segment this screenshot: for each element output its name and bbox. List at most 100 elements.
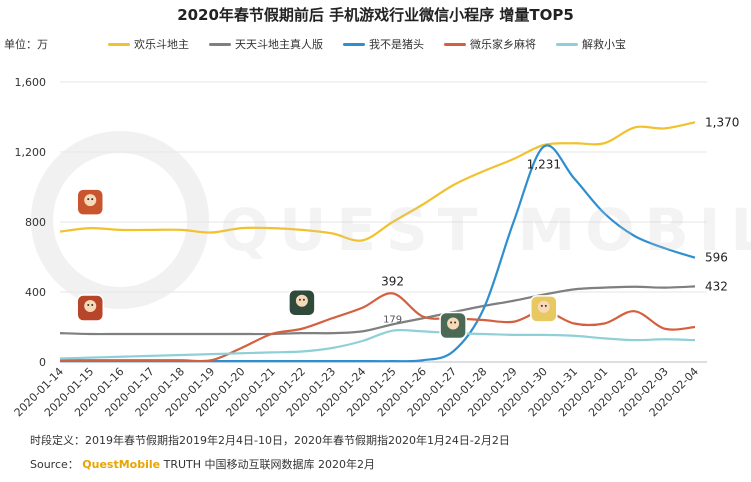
- legend-item: 我不是猪头: [343, 36, 424, 52]
- legend-label: 微乐家乡麻将: [470, 38, 536, 51]
- data-point: [331, 317, 333, 319]
- weile-majiang-icon-eye: [298, 298, 301, 301]
- legend-swatch: [444, 42, 466, 46]
- legend-item: 解救小宝: [556, 36, 626, 52]
- data-point: [573, 142, 575, 144]
- source-rest: TRUTH 中国移动互联网数据库 2020年2月: [163, 458, 375, 471]
- data-point: [633, 310, 635, 312]
- data-point: [543, 334, 545, 336]
- data-point: [452, 350, 454, 352]
- data-point: [694, 285, 696, 287]
- data-point: [694, 121, 696, 123]
- wobushi-zhutou-icon-eye: [454, 321, 457, 324]
- data-point: [664, 328, 666, 330]
- data-label: 596: [705, 251, 728, 265]
- data-point: [89, 227, 91, 229]
- data-point: [664, 127, 666, 129]
- legend-swatch: [209, 42, 231, 46]
- period-footnote: 时段定义：2019年春节假期指2019年2月4日-10日，2020年春节假期指2…: [30, 434, 510, 447]
- data-point: [89, 359, 91, 361]
- tiantian-doudizhu-icon-eye: [87, 304, 90, 306]
- data-point: [301, 360, 303, 362]
- data-point: [119, 333, 121, 335]
- data-label: 179: [383, 315, 402, 326]
- data-point: [180, 354, 182, 356]
- data-point: [270, 360, 272, 362]
- data-point: [603, 142, 605, 144]
- source-prefix: Source：: [30, 458, 79, 471]
- data-point: [119, 359, 121, 361]
- source-line: Source： QuestMobile TRUTH 中国移动互联网数据库 202…: [30, 456, 375, 472]
- data-point: [603, 322, 605, 324]
- data-point: [573, 288, 575, 290]
- data-label: 1,231: [527, 158, 561, 172]
- series-line-0: [59, 121, 696, 242]
- data-point: [361, 340, 363, 342]
- series-line-3: [60, 292, 696, 363]
- data-point: [573, 335, 575, 337]
- wobushi-zhutou-icon-eye: [450, 321, 453, 324]
- data-point: [512, 300, 514, 302]
- data-point: [482, 170, 484, 172]
- data-point: [119, 229, 121, 231]
- data-point: [361, 307, 363, 309]
- data-point: [664, 338, 666, 340]
- legend-swatch: [556, 42, 578, 46]
- data-point: [301, 332, 303, 334]
- data-point: [240, 347, 242, 349]
- data-label: 1,370: [705, 115, 739, 129]
- data-point: [361, 360, 363, 362]
- wobushi-zhutou-icon-face: [447, 317, 460, 330]
- legend-label: 我不是猪头: [369, 38, 424, 51]
- data-point: [422, 330, 424, 332]
- data-point: [482, 308, 484, 310]
- data-point: [89, 356, 91, 358]
- data-point: [240, 352, 242, 354]
- data-point: [301, 328, 303, 330]
- data-point: [59, 332, 61, 334]
- data-point: [59, 230, 61, 232]
- data-point: [210, 359, 212, 361]
- data-point: [119, 356, 121, 358]
- data-point: [150, 355, 152, 357]
- weile-majiang-icon-eye: [302, 298, 305, 301]
- data-point: [180, 333, 182, 335]
- data-point: [512, 158, 514, 160]
- tiantian-doudizhu-icon-face: [84, 300, 97, 312]
- data-point: [89, 333, 91, 335]
- jiejiu-xiaobao-icon-eye: [544, 304, 547, 307]
- y-tick-label: 1,200: [15, 146, 47, 159]
- data-point: [543, 145, 545, 147]
- data-point: [331, 332, 333, 334]
- data-point: [573, 322, 575, 324]
- data-point: [694, 339, 696, 341]
- data-point: [633, 339, 635, 341]
- legend-item: 天天斗地主真人版: [209, 36, 323, 52]
- questmobile-watermark: QUEST MOBILE: [220, 196, 751, 264]
- tiantian-doudizhu-icon-eye: [91, 304, 94, 306]
- data-point: [270, 333, 272, 335]
- source-brand: QuestMobile: [82, 458, 161, 471]
- data-point: [210, 333, 212, 335]
- jiejiu-xiaobao-icon-face: [537, 300, 550, 313]
- data-point: [482, 333, 484, 335]
- legend-swatch: [343, 42, 365, 46]
- data-label: 392: [381, 274, 404, 288]
- y-tick-label: 0: [39, 356, 46, 369]
- y-tick-label: 800: [25, 216, 46, 229]
- data-point: [180, 359, 182, 361]
- unit-label: 单位：万: [4, 38, 48, 51]
- data-point: [422, 359, 424, 361]
- series-line-4: [59, 328, 696, 360]
- huanle-doudizhu-icon-face: [84, 194, 97, 207]
- data-point: [664, 286, 666, 288]
- data-point: [633, 126, 635, 128]
- data-label: 432: [705, 279, 728, 293]
- y-tick-label: 400: [25, 286, 46, 299]
- data-point: [59, 357, 61, 359]
- data-point: [603, 286, 605, 288]
- data-point: [150, 359, 152, 361]
- data-point: [150, 229, 152, 231]
- data-point: [391, 329, 393, 331]
